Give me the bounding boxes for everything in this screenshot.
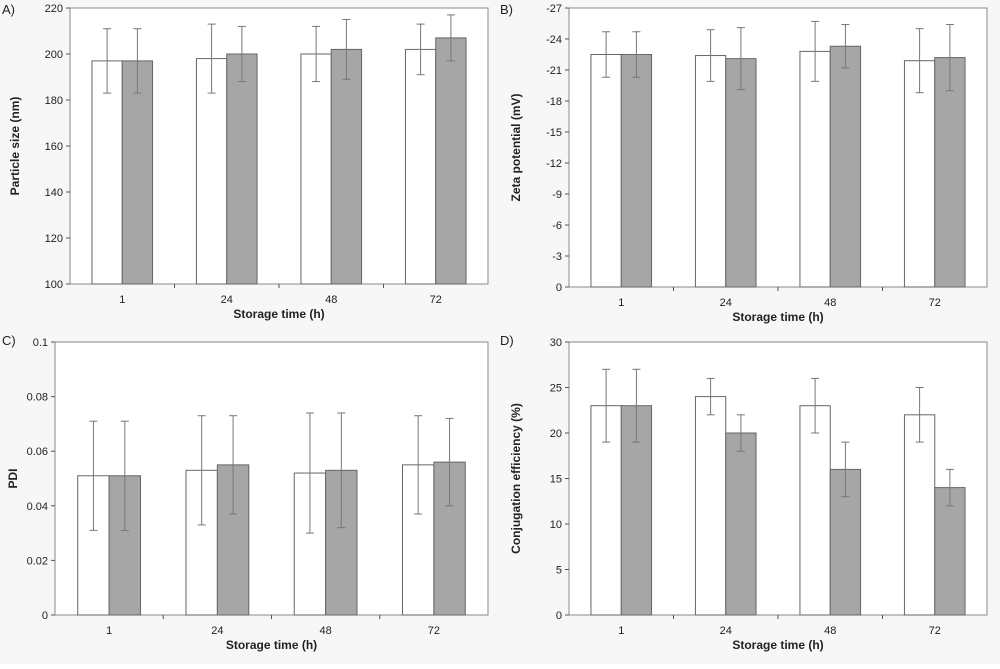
panel-label: A) — [2, 2, 15, 17]
y-tick-label: 15 — [550, 474, 562, 486]
bar-s0-48 — [799, 50, 831, 288]
y-axis-label: Particle size (nm) — [8, 97, 22, 196]
x-tick-label: 72 — [428, 625, 440, 637]
x-tick-label: 72 — [430, 294, 442, 306]
x-tick-label: 48 — [824, 625, 836, 637]
bar-s0-48 — [799, 405, 831, 616]
y-tick-label: 140 — [45, 187, 63, 199]
x-tick-label: 48 — [325, 294, 337, 306]
panel-label: D) — [500, 333, 514, 348]
bar-s0-24 — [694, 55, 727, 288]
y-tick-label: -18 — [546, 96, 562, 108]
bar-s1-72 — [435, 37, 467, 285]
bar-s0-72 — [903, 60, 936, 288]
y-tick-label: 25 — [550, 383, 562, 395]
x-axis-label: Storage time (h) — [226, 638, 317, 652]
bar-s1-1 — [121, 60, 154, 285]
y-axis-label: PDI — [6, 468, 20, 488]
y-tick-label: 200 — [45, 49, 63, 61]
bar-s0-72 — [404, 48, 437, 285]
y-tick-label: 120 — [45, 233, 63, 245]
chart-panel-0: 100 120 140 160 180 200 220 1 24 48 72 Storage time… — [2, 2, 489, 321]
x-tick-label: 72 — [929, 625, 941, 637]
y-tick-label: -15 — [546, 127, 562, 139]
bar-s1-72 — [934, 487, 966, 616]
bar-s1-1 — [620, 54, 653, 288]
x-tick-label: 1 — [106, 625, 112, 637]
panel-label: B) — [500, 2, 513, 17]
y-tick-label: 30 — [550, 337, 562, 349]
y-tick-label: 0 — [556, 610, 562, 622]
y-tick-label: 160 — [45, 141, 63, 153]
x-tick-label: 24 — [211, 625, 223, 637]
y-tick-label: 10 — [550, 519, 562, 531]
y-tick-label: -3 — [552, 251, 562, 263]
y-tick-label: 0 — [42, 610, 48, 622]
bar-s0-24 — [694, 396, 727, 616]
y-axis-label: Conjugation efficiency (%) — [509, 403, 523, 554]
y-tick-label: 0.08 — [27, 392, 48, 404]
x-tick-label: 24 — [221, 294, 233, 306]
y-tick-label: -24 — [546, 34, 562, 46]
y-tick-label: 5 — [556, 565, 562, 577]
x-tick-label: 24 — [720, 297, 732, 309]
y-tick-label: 180 — [45, 95, 63, 107]
bar-s1-24 — [226, 53, 258, 285]
bar-s0-72 — [903, 414, 936, 616]
x-tick-label: 1 — [618, 297, 624, 309]
y-tick-label: -21 — [546, 65, 562, 77]
y-tick-label: -6 — [552, 220, 562, 232]
y-tick-label: -27 — [546, 3, 562, 15]
chart-panel-2: 0 0.02 0.04 0.06 0.08 0.1 1 24 48 72 Storage time … — [2, 333, 489, 652]
bar-s1-48 — [829, 45, 862, 288]
panel-label: C) — [2, 333, 16, 348]
y-tick-label: -12 — [546, 158, 562, 170]
y-tick-label: 0.04 — [27, 501, 48, 513]
y-tick-label: 0.06 — [27, 446, 48, 458]
y-tick-label: 100 — [45, 279, 63, 291]
bar-s1-72 — [934, 57, 966, 288]
chart-panel-3: 0 5 10 15 20 25 30 1 24 48 72 Storage time (h) Conju… — [500, 333, 988, 652]
x-axis-label: Storage time (h) — [732, 310, 823, 324]
y-tick-label: 0.1 — [33, 337, 48, 349]
y-tick-label: 20 — [550, 428, 562, 440]
bar-s1-24 — [725, 432, 757, 616]
y-axis-label: Zeta potential (mV) — [509, 93, 523, 201]
y-tick-label: 0 — [556, 282, 562, 294]
bar-s0-48 — [300, 53, 332, 285]
x-tick-label: 1 — [119, 294, 125, 306]
bar-s1-48 — [330, 48, 363, 285]
x-axis-label: Storage time (h) — [233, 307, 324, 321]
bar-s0-1 — [91, 60, 123, 285]
x-axis-label: Storage time (h) — [732, 638, 823, 652]
x-tick-label: 24 — [720, 625, 732, 637]
bar-s0-1 — [590, 54, 622, 288]
y-tick-label: -9 — [552, 189, 562, 201]
x-tick-label: 72 — [929, 297, 941, 309]
y-tick-label: 220 — [45, 3, 63, 15]
x-tick-label: 1 — [618, 625, 624, 637]
chart-panel-1: 0 -3 -6 -9 -12 -15 -18 -21 -24 -27 1 24 48 72 Storage … — [500, 2, 988, 324]
x-tick-label: 48 — [824, 297, 836, 309]
x-tick-label: 48 — [320, 625, 332, 637]
y-tick-label: 0.02 — [27, 555, 48, 567]
bar-s1-24 — [725, 58, 757, 288]
